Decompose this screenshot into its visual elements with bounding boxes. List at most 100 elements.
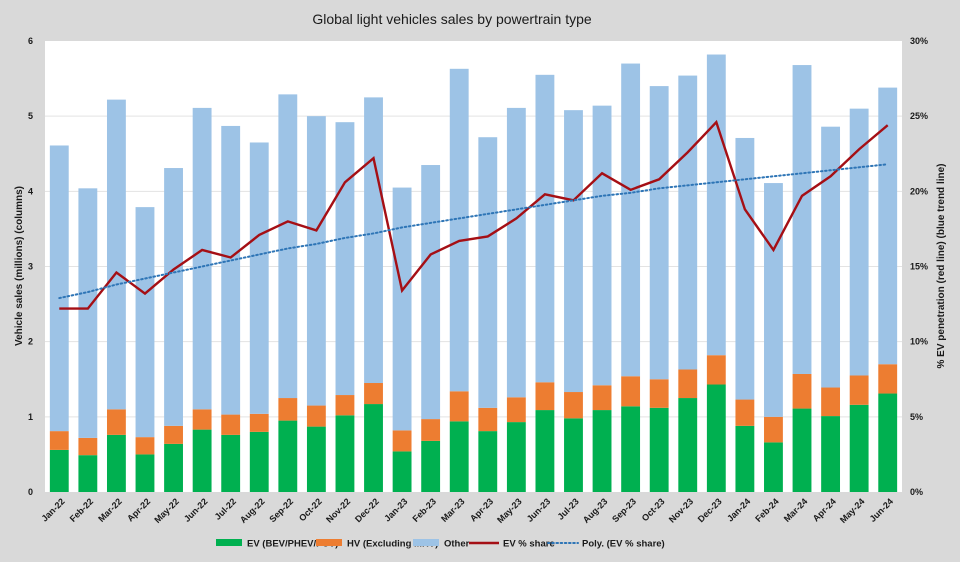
bar-hv-nov-23 [678,369,698,399]
bar-other-sep-22 [278,94,298,399]
bar-hv-aug-23 [592,385,612,411]
bar-other-apr-24 [821,126,841,388]
bar-ev-jun-22 [192,429,212,492]
bar-hv-jun-23 [535,382,555,411]
bar-hv-feb-24 [764,416,783,443]
y-tick-label: 2 [28,337,33,347]
bar-hv-jan-22 [49,431,69,450]
legend-label: Poly. (EV % share) [582,539,665,550]
bar-ev-aug-22 [249,431,269,492]
bar-ev-jun-24 [878,393,898,492]
bar-ev-sep-23 [621,406,641,492]
ev-share-trendline [58,163,889,300]
bar-other-may-22 [164,168,183,426]
bar-ev-dec-22 [364,404,383,492]
legend: EV (BEV/PHEV/FCV) HV (Excluding MHV) Other… [216,539,665,550]
y2-tick-label: 0% [910,487,923,497]
bar-ev-jan-23 [392,451,412,492]
bar-hv-mar-24 [792,373,812,409]
gridlines [45,115,902,418]
y2-tick-label: 5% [910,412,923,422]
bar-ev-aug-23 [592,410,612,492]
bar-other-jul-23 [564,110,583,393]
bar-ev-jan-22 [49,449,69,492]
bar-other-may-24 [849,108,869,376]
bar-other-feb-22 [78,188,98,438]
y-tick-label: 6 [28,36,33,46]
bar-other-jan-23 [392,187,412,431]
bar-hv-sep-23 [621,376,641,407]
bar-other-aug-23 [592,105,612,386]
y-tick-label: 0 [28,487,33,497]
bar-hv-mar-23 [449,391,469,422]
bar-hv-jun-22 [192,409,212,430]
bar-hv-apr-23 [478,407,498,432]
bar-hv-apr-24 [821,387,841,417]
bar-ev-may-23 [506,422,526,492]
bar-ev-feb-24 [764,442,783,492]
bar-hv-jan-23 [392,430,412,452]
bar-ev-oct-23 [649,407,669,492]
bar-other-mar-23 [449,68,469,392]
bar-ev-jul-23 [564,418,583,492]
bar-hv-aug-22 [249,413,269,432]
bar-hv-sep-22 [278,398,298,421]
y2-tick-label: 15% [910,262,928,272]
bar-other-jan-24 [735,137,755,400]
ev-share-line [59,119,889,310]
y2-axis-title: % EV penetration (red line) (blue trend … [936,163,947,368]
bar-other-may-23 [506,107,526,398]
bar-ev-mar-24 [792,408,812,492]
legend-swatch [316,539,342,546]
legend-label: EV % share [503,539,555,550]
y-tick-label: 5 [28,111,33,121]
bar-ev-feb-22 [78,455,98,492]
bar-other-oct-23 [649,86,669,380]
y-axis-title: Vehicle sales (millions) (columns) [14,186,25,346]
bar-hv-oct-22 [306,405,326,427]
y2-tick-label: 20% [910,186,928,196]
bars [49,54,898,492]
bar-ev-jan-24 [735,425,755,492]
bar-other-nov-23 [678,75,698,370]
bar-ev-mar-23 [449,421,469,492]
bar-other-jun-22 [192,107,212,410]
bar-hv-jan-24 [735,399,755,426]
bar-ev-nov-22 [335,415,355,492]
bar-other-aug-22 [249,142,269,414]
bar-ev-may-22 [164,443,183,492]
bar-hv-nov-22 [335,395,355,416]
bar-ev-may-24 [849,404,869,492]
bar-hv-may-24 [849,375,869,405]
bar-ev-sep-22 [278,420,298,492]
y-tick-label: 1 [28,412,33,422]
bar-other-mar-24 [792,65,812,374]
lines [58,119,889,310]
bar-hv-jul-23 [564,392,583,419]
bar-ev-oct-22 [306,426,326,492]
bar-ev-apr-23 [478,431,498,492]
y2-tick-label: 25% [910,111,928,121]
bar-ev-nov-23 [678,398,698,492]
legend-swatch [216,539,242,546]
bar-hv-jun-24 [878,364,898,394]
bar-other-apr-23 [478,137,498,408]
bar-ev-mar-22 [106,434,126,492]
y2-tick-label: 10% [910,337,928,347]
bar-ev-dec-23 [706,384,726,492]
bar-ev-feb-23 [421,440,441,492]
bar-hv-may-23 [506,397,526,423]
bar-other-nov-22 [335,122,355,396]
bar-hv-oct-23 [649,379,669,408]
bar-hv-dec-22 [364,383,383,405]
y-tick-label: 4 [28,186,33,196]
y-tick-label: 3 [28,262,33,272]
bar-other-jul-22 [221,125,241,415]
bar-hv-feb-23 [421,419,441,441]
legend-label: HV (Excluding MHV) [347,539,438,550]
legend-swatch [413,539,439,546]
bar-hv-dec-23 [706,355,726,385]
bar-ev-jul-22 [221,434,241,492]
bar-other-feb-24 [764,183,783,417]
